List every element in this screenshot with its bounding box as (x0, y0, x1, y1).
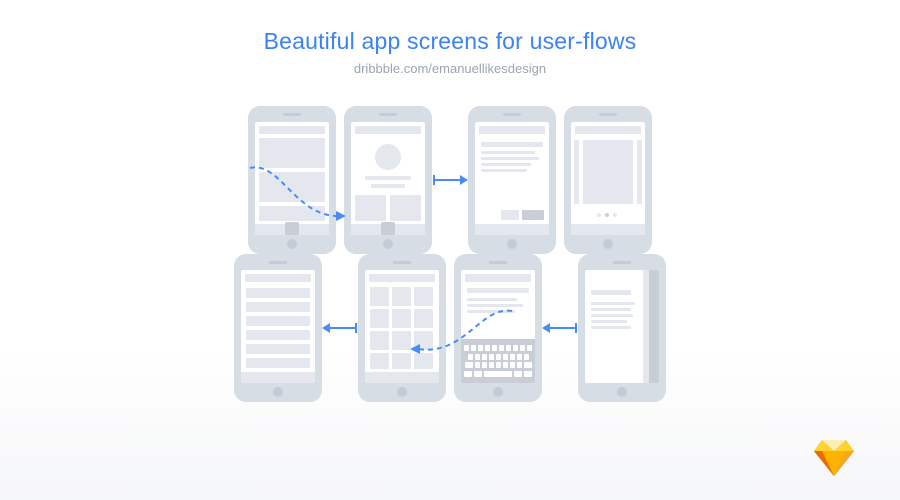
phone-feed-cards (248, 106, 336, 254)
screen-grid (365, 270, 439, 383)
arrow-left-icon (542, 318, 578, 338)
arrow-slot-r2-34 (542, 323, 578, 333)
page-subtitle: dribbble.com/emanuellikesdesign (0, 61, 900, 76)
screen-article-cta (475, 122, 549, 235)
phone-grid (358, 254, 446, 402)
phone-keyboard-input (454, 254, 542, 402)
page-title: Beautiful app screens for user-flows (0, 28, 900, 55)
header: Beautiful app screens for user-flows dri… (0, 0, 900, 76)
arrow-left-icon (322, 318, 358, 338)
flow-row-2 (190, 254, 710, 402)
phone-profile-avatar (344, 106, 432, 254)
arrow-right-icon (432, 170, 468, 190)
sketch-app-icon (814, 438, 854, 476)
phone-article-cta (468, 106, 556, 254)
screen-carousel (571, 122, 645, 235)
flow-diagram (190, 106, 710, 402)
screen-feed-cards (255, 122, 329, 235)
arrow-slot-r1-23 (432, 175, 468, 185)
screen-list-rows (241, 270, 315, 383)
phone-sidebar-detail (578, 254, 666, 402)
screen-sidebar-detail (585, 270, 659, 383)
phone-list-rows (234, 254, 322, 402)
screen-profile-avatar (351, 122, 425, 235)
arrow-slot-r2-12 (322, 323, 358, 333)
screen-keyboard-input (461, 270, 535, 383)
phone-carousel (564, 106, 652, 254)
flow-row-1 (190, 106, 710, 254)
